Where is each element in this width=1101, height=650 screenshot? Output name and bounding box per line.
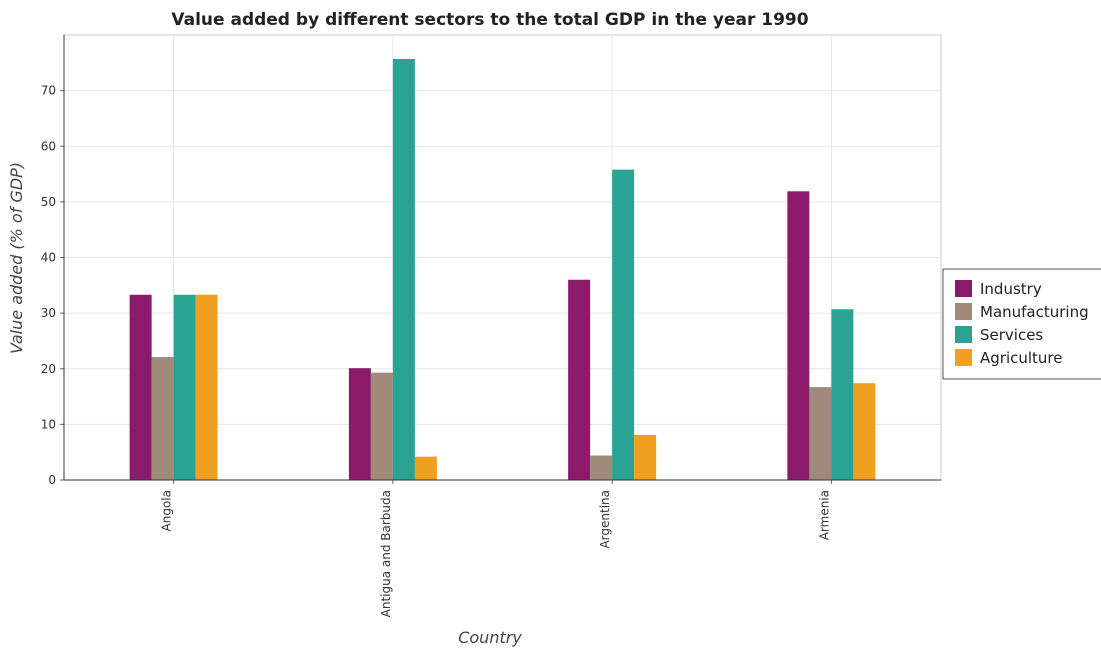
x-axis-title: Country [458,628,522,647]
bar-services-armenia [831,309,854,480]
bar-industry-argentina [568,279,591,480]
bar-manufacturing-argentina [590,455,613,480]
bar-agriculture-angola [195,294,218,480]
y-axis-title: Value added (% of GDP) [7,162,26,354]
bar-industry-armenia [787,191,810,480]
bar-agriculture-antigua-and-barbuda [414,456,437,480]
y-tick-label: 20 [41,362,56,376]
bar-services-antigua-and-barbuda [392,58,415,480]
x-tick-label: Armenia [817,490,831,540]
legend-swatch-manufacturing [955,303,972,320]
y-axis: 0 10 20 30 40 50 60 70 [41,35,65,487]
y-tick-label: 60 [41,139,56,153]
legend-label-services: Services [980,326,1043,344]
legend-label-agriculture: Agriculture [980,349,1063,367]
x-tick-label: Angola [160,490,174,531]
y-tick-label: 10 [41,417,56,431]
bar-services-argentina [612,169,635,481]
bar-manufacturing-antigua-and-barbuda [370,372,393,480]
bar-manufacturing-armenia [809,387,832,480]
legend-swatch-agriculture [955,349,972,366]
y-tick-label: 70 [41,84,56,98]
bar-services-angola [173,294,196,480]
y-tick-label: 50 [41,195,56,209]
bar-industry-angola [129,294,152,480]
legend-swatch-services [955,326,972,343]
legend-label-industry: Industry [980,280,1042,298]
plot-area [63,34,942,481]
x-axis: Angola Antigua and Barbuda Argentina Armeni… [64,479,941,617]
chart-title: Value added by different sectors to the … [171,10,808,30]
y-tick-label: 30 [41,306,56,320]
bar-agriculture-armenia [853,383,876,480]
bar-manufacturing-angola [151,357,174,480]
x-tick-label: Argentina [598,490,612,549]
legend-label-manufacturing: Manufacturing [980,303,1089,321]
legend: Industry Manufacturing Services Agriculture [942,268,1101,380]
legend-swatch-industry [955,280,972,297]
y-tick-label: 0 [48,473,56,487]
y-tick-label: 40 [41,251,56,265]
x-tick-label: Antigua and Barbuda [379,490,393,617]
bar-agriculture-argentina [634,434,657,480]
bar-industry-antigua-and-barbuda [348,368,371,480]
